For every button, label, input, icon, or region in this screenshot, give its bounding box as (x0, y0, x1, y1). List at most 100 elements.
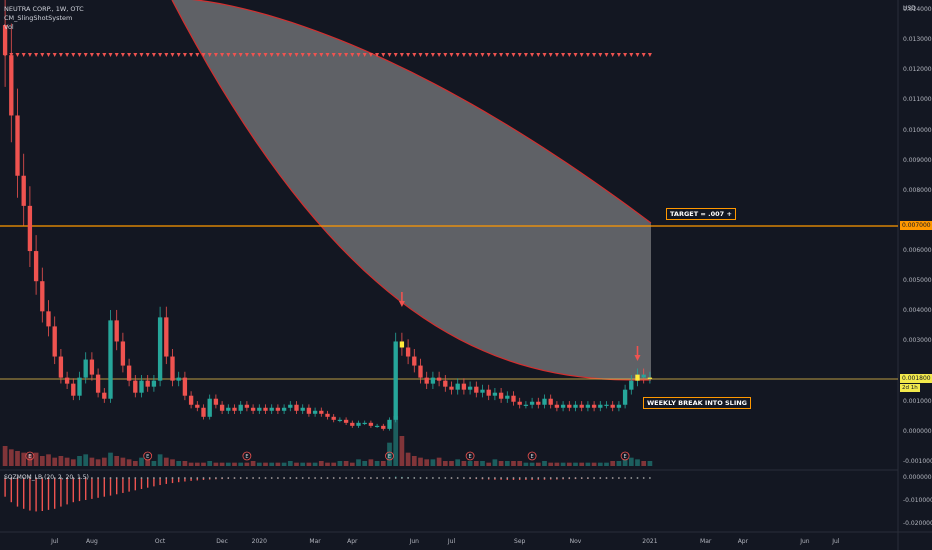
candle-body (15, 115, 20, 176)
squeeze-dot (531, 477, 533, 479)
squeeze-dot (370, 477, 372, 479)
squeeze-dot (289, 477, 292, 479)
volume-bar (597, 462, 603, 466)
squeeze-dot (568, 477, 571, 479)
candle-body (567, 404, 572, 408)
candle-body (300, 407, 305, 411)
squeeze-dot (618, 477, 620, 479)
squeeze-dot (258, 477, 261, 479)
volume-bar (418, 457, 423, 466)
squeeze-dot (320, 477, 323, 479)
squeeze-dot (469, 477, 471, 479)
volume-bar (15, 451, 20, 466)
squeeze-dot (264, 477, 267, 479)
volume-bar (132, 461, 138, 466)
candle-body (393, 341, 398, 420)
volume-bar (449, 461, 454, 466)
candle-body (647, 377, 653, 379)
volume-bar (585, 462, 591, 466)
candle-body (573, 404, 578, 408)
x-tick-label: Mar (700, 538, 712, 545)
candle-body (517, 401, 522, 405)
volume-label: Vol (4, 23, 14, 31)
squeeze-dot (78, 477, 81, 479)
squeeze-dot (16, 477, 19, 479)
volume-bar (95, 459, 101, 466)
signal-triangle (176, 53, 181, 57)
volume-bar (411, 456, 417, 466)
squeeze-dot (357, 477, 360, 479)
y-tick-label: 0.012000 (903, 66, 932, 74)
signal-triangle (430, 53, 435, 57)
squeeze-dot (277, 477, 279, 479)
signal-triangle (213, 53, 218, 57)
squeeze-dot (215, 477, 217, 479)
signal-triangle (530, 53, 535, 57)
squeeze-dot (4, 477, 6, 479)
squeeze-dot (432, 477, 434, 479)
indicator-tick-label: -0.020000 (903, 520, 932, 528)
volume-bar (70, 459, 76, 466)
signal-triangle (257, 53, 262, 57)
candle-body (492, 392, 498, 396)
volume-bar (312, 462, 318, 466)
volume-bar (64, 457, 70, 466)
signal-arrow-head (634, 355, 641, 361)
signal-triangle (83, 53, 88, 57)
candle-body (629, 380, 634, 390)
squeeze-dot (611, 477, 614, 479)
volume-bar (2, 446, 8, 466)
signal-triangle (102, 53, 107, 57)
signal-triangle (89, 53, 94, 57)
volume-bar (349, 462, 355, 466)
signal-triangle (226, 53, 231, 57)
volume-bar (306, 462, 312, 466)
candle-body (46, 311, 51, 327)
squeeze-dot (345, 477, 347, 479)
signal-triangle (282, 53, 287, 57)
squeeze-dot (549, 477, 552, 479)
squeeze-dot (109, 477, 112, 479)
earnings-marker-letter: E (469, 454, 472, 460)
volume-bar (529, 462, 535, 466)
squeeze-dot (128, 477, 131, 479)
squeeze-dot (438, 477, 440, 479)
squeeze-dot (196, 477, 199, 479)
squeeze-dot (425, 477, 428, 479)
candle-body (536, 401, 541, 405)
signal-triangle (269, 53, 274, 57)
earnings-marker-letter: E (624, 454, 627, 460)
squeeze-dot (401, 477, 403, 479)
candle-body (312, 410, 318, 414)
candle-body (542, 398, 547, 405)
volume-bar (39, 456, 45, 466)
candle-body (381, 425, 386, 429)
volume-bar (58, 456, 64, 466)
candle-body (418, 365, 423, 378)
volume-bar (362, 461, 368, 466)
candle-body (151, 380, 157, 387)
signal-triangle (306, 53, 311, 57)
volume-bar (287, 461, 293, 466)
squeeze-dot (47, 477, 50, 479)
signal-triangle (468, 53, 473, 57)
volume-bar (610, 461, 616, 466)
squeeze-dot (450, 477, 453, 479)
earnings-marker (25, 451, 35, 461)
y-tick-label: 0.010000 (903, 126, 932, 134)
x-tick-label: Jun (409, 538, 419, 545)
signal-triangle (350, 53, 355, 57)
signal-triangle (629, 53, 634, 57)
squeeze-dot (580, 477, 583, 479)
volume-bar (33, 452, 39, 466)
candle-body (362, 422, 367, 425)
signal-triangle (189, 53, 194, 57)
candle-body (139, 380, 144, 393)
signal-triangle (294, 53, 299, 57)
sling-channel-upper-edge (191, 0, 652, 224)
squeeze-dot (60, 477, 62, 479)
volume-bar (480, 461, 485, 466)
candle-body (591, 404, 597, 408)
